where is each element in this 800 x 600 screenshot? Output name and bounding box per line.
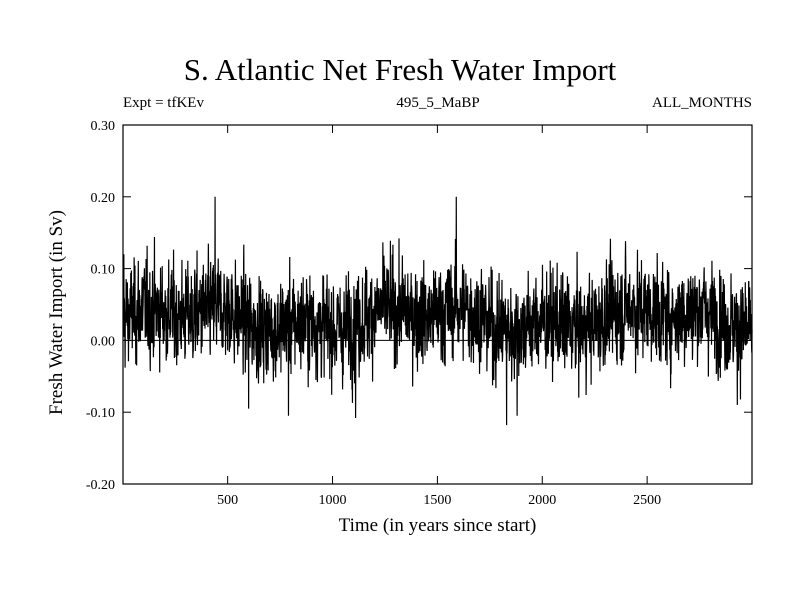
x-tick-label: 1000 [319,493,347,508]
y-tick-label: 0.30 [91,119,116,134]
x-axis-label: Time (in years since start) [339,515,537,536]
y-tick-label: -0.10 [86,406,115,421]
x-axis-ticks: 500 1000 1500 2000 2500 [217,125,661,508]
x-tick-label: 2000 [528,493,556,508]
x-tick-label: 500 [217,493,238,508]
y-tick-label: 0.20 [91,191,116,206]
months-label: ALL_MONTHS [652,95,752,111]
x-tick-label: 2500 [633,493,661,508]
period-label: 495_5_MaBP [396,95,480,111]
series-line [122,196,753,426]
y-axis-ticks: -0.20 -0.10 0.00 0.10 0.20 0.30 [86,119,752,493]
experiment-label: Expt = tfKEv [123,95,204,111]
chart-title: S. Atlantic Net Fresh Water Import [183,52,617,87]
y-tick-label: 0.00 [91,334,116,349]
series-layer [122,196,753,426]
y-tick-label: 0.10 [91,263,116,278]
x-tick-label: 1500 [423,493,451,508]
y-axis-label: Fresh Water Import (in Sv) [46,210,67,415]
y-tick-label: -0.20 [86,478,115,493]
